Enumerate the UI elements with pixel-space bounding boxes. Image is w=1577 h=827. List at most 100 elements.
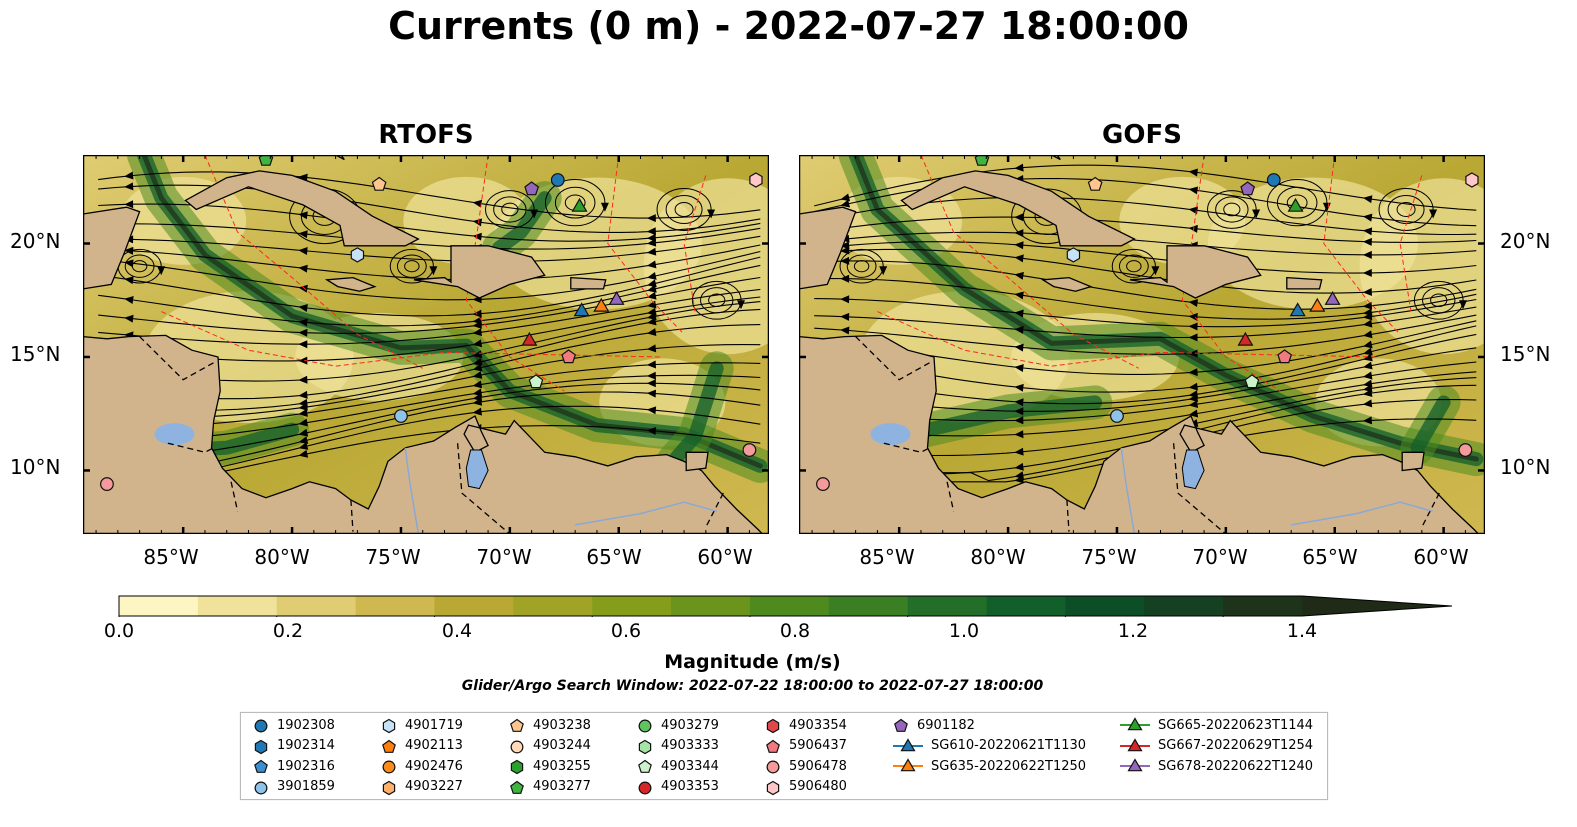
- legend-marker[interactable]: [382, 760, 396, 774]
- streamline-arrow: [646, 379, 656, 388]
- observation-marker[interactable]: [816, 477, 830, 491]
- legend-marker[interactable]: [766, 760, 780, 774]
- streamline-arrow: [1188, 322, 1198, 331]
- observation-marker[interactable]: [561, 349, 577, 364]
- legend-marker[interactable]: [638, 781, 652, 794]
- observation-marker[interactable]: [573, 302, 590, 317]
- observation-marker[interactable]: [258, 155, 274, 166]
- observation-marker[interactable]: [521, 331, 538, 346]
- observation-marker[interactable]: [528, 374, 544, 389]
- observation-marker[interactable]: [1309, 297, 1326, 312]
- streamline-arrow: [1362, 288, 1372, 296]
- legend-marker[interactable]: [638, 719, 652, 733]
- legend-marker[interactable]: [510, 740, 524, 753]
- eddy-streamline: [1266, 179, 1328, 227]
- map-panel-rtofs[interactable]: [83, 155, 769, 534]
- streamline-arrow: [298, 328, 308, 337]
- observation-marker[interactable]: [1237, 331, 1254, 346]
- legend-marker[interactable]: [638, 739, 652, 754]
- legend-marker-icon: [1120, 758, 1150, 772]
- search-window-subtitle: Glider/Argo Search Window: 2022-07-22 18…: [461, 678, 1044, 694]
- legend-label: SG667-20220629T1254: [1158, 738, 1314, 753]
- streamline-arrow: [472, 218, 483, 227]
- legend-marker[interactable]: [766, 739, 780, 753]
- legend-marker[interactable]: [1127, 758, 1143, 772]
- eddy-streamline: [493, 196, 527, 223]
- streamline-arrow: [298, 436, 309, 444]
- legend-marker[interactable]: [254, 739, 268, 754]
- observation-marker[interactable]: [1277, 349, 1293, 364]
- observation-marker[interactable]: [608, 290, 625, 305]
- legend-marker[interactable]: [510, 780, 524, 794]
- legend-marker[interactable]: [766, 718, 780, 734]
- legend-marker[interactable]: [894, 718, 908, 732]
- colorbar-tick-label: 0.2: [272, 620, 304, 642]
- streamline-arrow: [298, 418, 308, 427]
- legend-marker[interactable]: [510, 759, 524, 775]
- observation-marker[interactable]: [394, 409, 408, 423]
- observation-marker[interactable]: [1458, 443, 1473, 457]
- streamline-arrow: [1362, 195, 1373, 204]
- observation-marker[interactable]: [1324, 290, 1341, 305]
- observation-marker[interactable]: [350, 247, 365, 263]
- observation-marker[interactable]: [1240, 181, 1256, 196]
- legend-marker[interactable]: [1127, 717, 1143, 731]
- streamline-arrow: [1362, 227, 1373, 236]
- observation-marker[interactable]: [1066, 247, 1081, 263]
- streamline-arrow: [298, 211, 308, 220]
- streamline-arrow: [298, 356, 308, 365]
- y-tick-label: 10°N: [1500, 455, 1551, 479]
- observation-marker[interactable]: [1465, 172, 1479, 188]
- observation-marker[interactable]: [550, 173, 565, 187]
- legend-marker[interactable]: [382, 739, 396, 753]
- streamline-arrow: [1014, 241, 1024, 250]
- legend-label: 4903353: [661, 779, 719, 794]
- streamline-arrow: [298, 230, 308, 239]
- legend-marker[interactable]: [254, 781, 268, 794]
- observation-marker[interactable]: [1266, 173, 1281, 187]
- legend-marker[interactable]: [900, 758, 916, 772]
- river: [404, 447, 420, 534]
- colorbar-tick-label: 1.2: [1117, 620, 1149, 642]
- eez-boundary: [204, 155, 423, 369]
- legend-marker[interactable]: [638, 759, 652, 773]
- map-panel-gofs[interactable]: [799, 155, 1485, 534]
- map-frame: [83, 155, 769, 534]
- observation-marker[interactable]: [100, 477, 114, 491]
- observation-marker[interactable]: [742, 443, 757, 457]
- observation-marker[interactable]: [974, 155, 990, 166]
- legend-marker[interactable]: [382, 780, 396, 795]
- observation-marker[interactable]: [1244, 374, 1260, 389]
- legend-label: 5906478: [789, 758, 847, 774]
- observation-marker[interactable]: [1287, 197, 1304, 212]
- observation-marker[interactable]: [1087, 176, 1103, 191]
- streamline-arrow: [646, 344, 657, 353]
- streamline-arrow: [298, 318, 308, 327]
- lake-nicaragua: [154, 423, 195, 446]
- eez-boundary: [607, 155, 685, 335]
- legend-marker-icon: [382, 718, 396, 734]
- observation-marker[interactable]: [371, 176, 387, 191]
- observation-marker[interactable]: [1289, 302, 1306, 317]
- eddy-streamline: [674, 201, 694, 217]
- observation-marker[interactable]: [571, 197, 588, 212]
- legend-marker[interactable]: [766, 780, 780, 795]
- legend-item: 4902476: [381, 756, 463, 776]
- streamline-arrow: [472, 232, 482, 241]
- legend-marker-icon: [254, 759, 268, 773]
- streamline-arrow: [1014, 309, 1024, 318]
- legend-marker[interactable]: [900, 737, 916, 751]
- legend-marker[interactable]: [1127, 737, 1143, 751]
- legend-marker[interactable]: [254, 759, 268, 773]
- legend-marker[interactable]: [382, 718, 396, 734]
- observation-marker[interactable]: [593, 297, 610, 312]
- streamline-arrow: [472, 370, 483, 379]
- legend-marker[interactable]: [254, 719, 268, 733]
- observation-marker[interactable]: [524, 181, 540, 196]
- y-tick-label: 10°N: [10, 455, 61, 479]
- observation-marker[interactable]: [1110, 409, 1124, 423]
- legend-marker[interactable]: [510, 718, 524, 732]
- land-yucatan: [83, 155, 141, 290]
- observation-marker[interactable]: [749, 172, 763, 188]
- streamline-arrow: [472, 407, 483, 416]
